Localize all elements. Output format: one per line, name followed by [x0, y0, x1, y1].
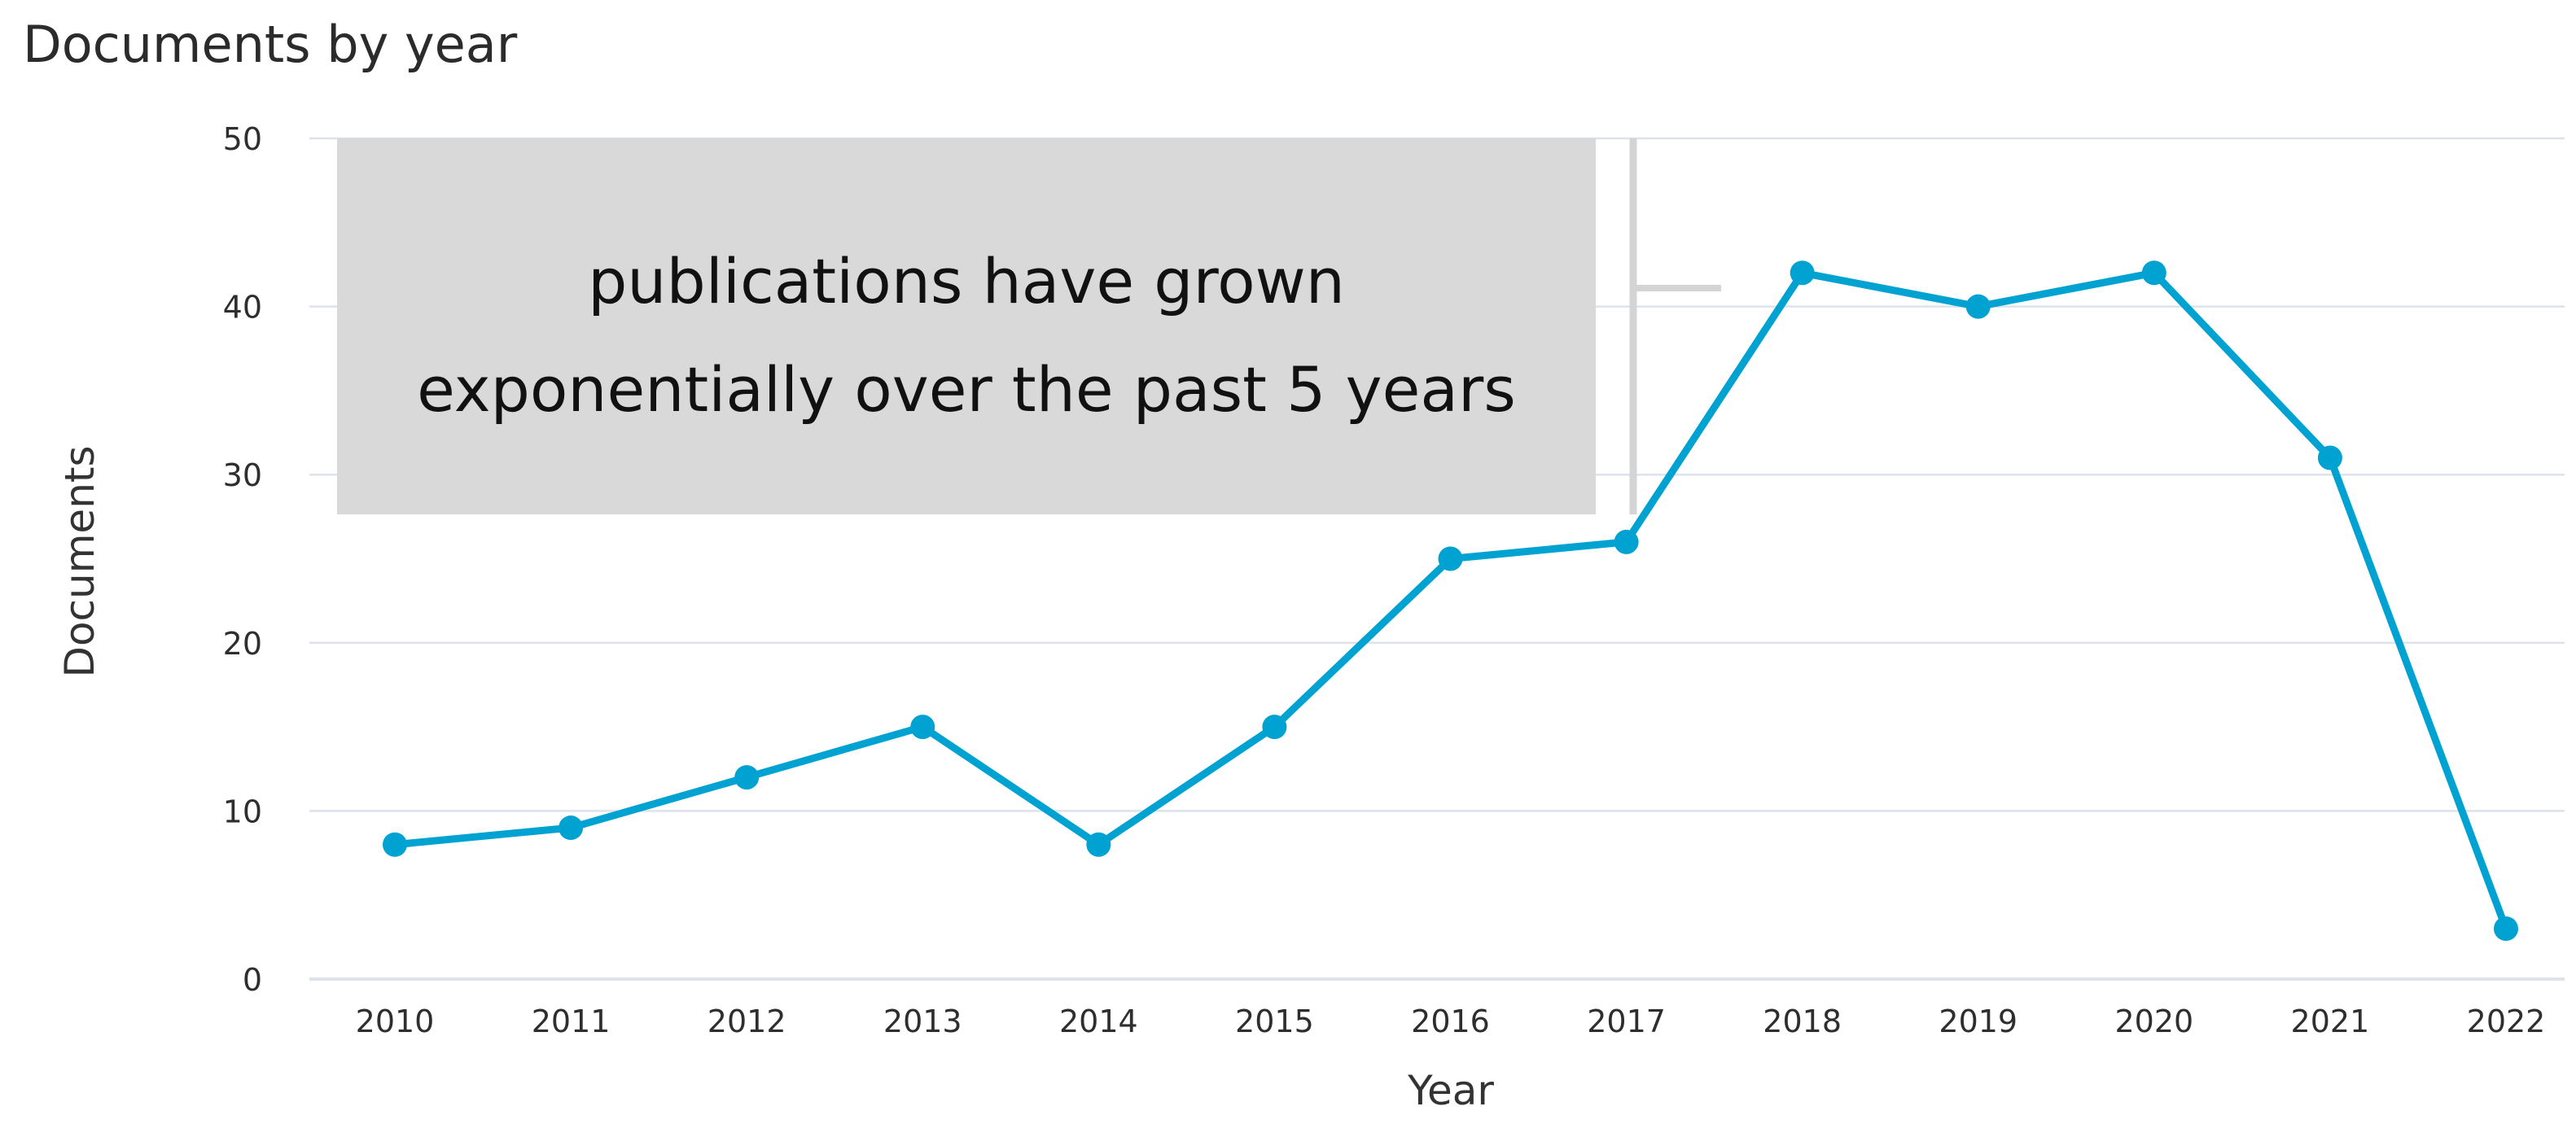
chart-title: Documents by year	[23, 15, 518, 74]
annotation-line-2: exponentially over the past 5 years	[417, 353, 1516, 426]
data-point	[383, 832, 407, 857]
x-tick-label: 2014	[1059, 1004, 1138, 1039]
data-point	[2317, 445, 2342, 470]
y-tick-label: 50	[223, 121, 262, 157]
x-tick-label: 2016	[1411, 1004, 1490, 1039]
x-tick-label: 2020	[2114, 1004, 2193, 1039]
data-point	[2494, 916, 2518, 942]
x-tick-label: 2011	[532, 1004, 611, 1039]
x-tick-labels: 2010 2011 2012 2013 2014 2015 2016 2017 2018 2019…	[356, 1004, 2546, 1039]
y-tick-labels: 0 10 20 30 40 50	[223, 121, 262, 998]
x-tick-label: 2017	[1587, 1004, 1666, 1039]
y-tick-label: 30	[223, 457, 262, 493]
annotation: publications have grown exponentially ov…	[337, 138, 1721, 514]
data-point	[1965, 294, 1991, 319]
data-point	[1790, 260, 1815, 286]
y-axis-title: Documents	[56, 445, 103, 677]
y-tick-label: 20	[223, 626, 262, 662]
x-tick-label: 2015	[1235, 1004, 1314, 1039]
x-tick-label: 2010	[356, 1004, 435, 1039]
x-tick-label: 2019	[1939, 1004, 2017, 1039]
annotation-line-1: publications have grown	[588, 245, 1345, 317]
data-point	[2141, 260, 2166, 286]
y-tick-label: 10	[223, 794, 262, 829]
data-point	[1086, 832, 1111, 857]
data-point	[1262, 715, 1287, 740]
y-tick-label: 40	[223, 290, 262, 326]
x-tick-label: 2012	[708, 1004, 786, 1039]
data-point	[1438, 546, 1463, 571]
x-tick-label: 2021	[2291, 1004, 2370, 1039]
data-point	[1614, 529, 1639, 554]
data-point	[559, 816, 584, 841]
x-tick-label: 2022	[2467, 1004, 2546, 1039]
x-tick-label: 2018	[1763, 1004, 1842, 1039]
y-tick-label: 0	[243, 962, 262, 998]
data-point	[734, 765, 760, 790]
data-point	[910, 715, 935, 740]
annotation-box	[337, 138, 1596, 514]
x-tick-label: 2013	[883, 1004, 962, 1039]
x-axis-title: Year	[1407, 1067, 1494, 1114]
series-layer	[383, 260, 2518, 942]
